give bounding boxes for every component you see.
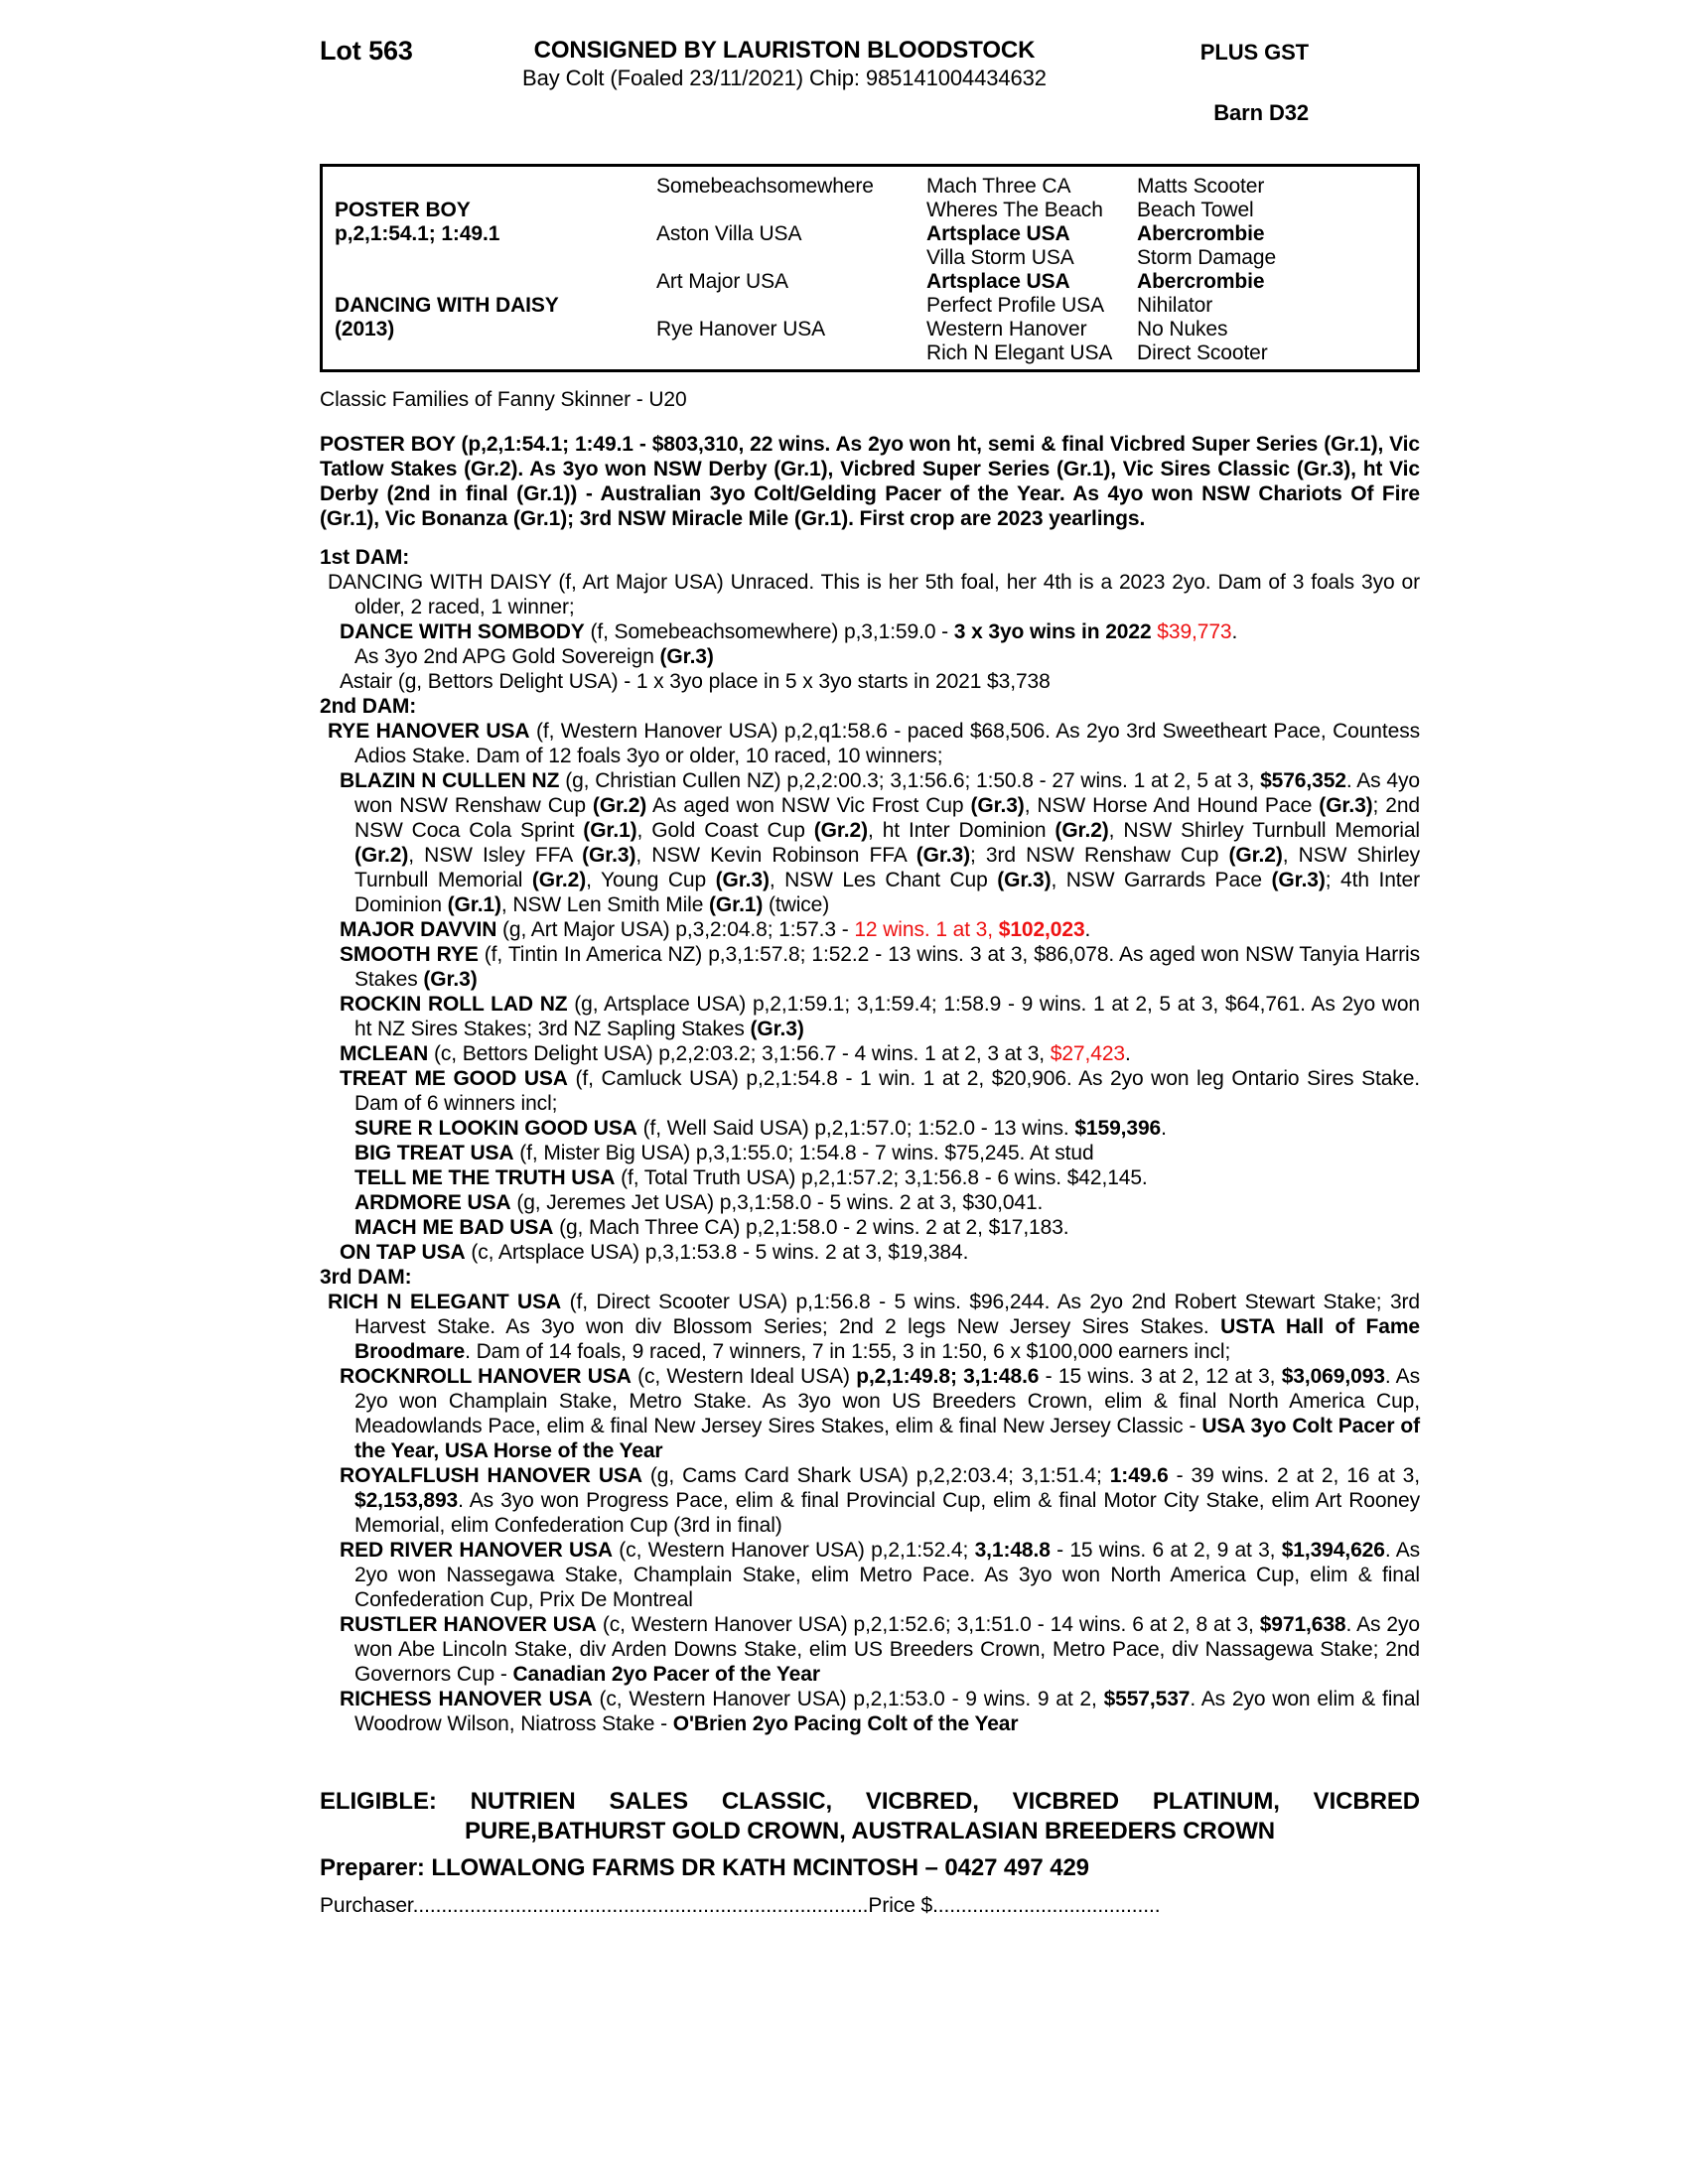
pedigree-cell: No Nukes	[1137, 318, 1228, 341]
pedigree-cell: Beach Towel	[1137, 199, 1254, 221]
heading-3rd-dam: 3rd DAM:	[320, 1266, 412, 1289]
lot-number: Lot 563	[320, 36, 413, 66]
para-blazin-n-cullen: BLAZIN N CULLEN NZ (g, Christian Cullen …	[340, 769, 1421, 916]
pedigree-cell: Wheres The Beach	[926, 199, 1103, 221]
pedigree-cell: Art Major USA	[656, 270, 788, 293]
pedigree-cell: p,2,1:54.1; 1:49.1	[335, 222, 500, 245]
para-major-davvin: MAJOR DAVVIN (g, Art Major USA) p,3,2:04…	[340, 918, 1091, 941]
plus-gst-label: PLUS GST	[1199, 40, 1309, 65]
classic-families-line: Classic Families of Fanny Skinner - U20	[320, 388, 687, 411]
eligible-line-1: ELIGIBLE: NUTRIEN SALES CLASSIC, VICBRED…	[320, 1788, 1420, 1815]
foal-details: Bay Colt (Foaled 23/11/2021) Chip: 98514…	[522, 66, 1047, 90]
para-smooth-rye: SMOOTH RYE (f, Tintin In America NZ) p,3…	[340, 943, 1420, 991]
pedigree-cell: Somebeachsomewhere	[656, 175, 874, 198]
pedigree-cell: (2013)	[335, 318, 395, 341]
header-center: CONSIGNED BY LAURISTON BLOODSTOCK Bay Co…	[417, 37, 1152, 91]
pedigree-cell: Abercrombie	[1137, 222, 1265, 245]
eligible-line-2: PURE,BATHURST GOLD CROWN, AUSTRALASIAN B…	[464, 1818, 1276, 1844]
pedigree-cell: Villa Storm USA	[926, 246, 1074, 269]
pedigree-table: Somebeachsomewhere Mach Three CA Matts Sco…	[320, 164, 1420, 372]
para-rocknroll-hanover: ROCKNROLL HANOVER USA (c, Western Ideal …	[340, 1365, 1420, 1462]
barn-number: Barn D32	[1213, 100, 1309, 125]
para-on-tap: ON TAP USA (c, Artsplace USA) p,3,1:53.8…	[340, 1241, 969, 1264]
para-mclean: MCLEAN (c, Bettors Delight USA) p,2,2:03…	[340, 1042, 1131, 1065]
pedigree-cell: Matts Scooter	[1137, 175, 1265, 198]
para-mach-me-bad: MACH ME BAD USA (g, Mach Three CA) p,2,1…	[354, 1216, 1069, 1239]
pedigree-cell	[656, 294, 926, 318]
pedigree-cell	[335, 341, 656, 365]
purchaser-line: Purchaser...............................…	[320, 1894, 1161, 1917]
pedigree-cell: Artsplace USA	[926, 222, 1070, 245]
pedigree-cell	[335, 270, 656, 294]
para-sure-r-lookin-good: SURE R LOOKIN GOOD USA (f, Well Said USA…	[354, 1117, 1167, 1140]
pedigree-cell: Storm Damage	[1137, 246, 1277, 269]
para-tell-me-the-truth: TELL ME THE TRUTH USA (f, Total Truth US…	[354, 1166, 1148, 1189]
pedigree-cell	[335, 246, 656, 270]
para-ardmore: ARDMORE USA (g, Jeremes Jet USA) p,3,1:5…	[354, 1191, 1044, 1214]
pedigree-cell: Western Hanover	[926, 318, 1087, 341]
pedigree-cell: Rich N Elegant USA	[926, 341, 1113, 364]
pedigree-cell: DANCING WITH DAISY	[335, 294, 559, 317]
para-red-river-hanover: RED RIVER HANOVER USA (c, Western Hanove…	[340, 1539, 1421, 1611]
body-text: Classic Families of Fanny Skinner - U20 P…	[320, 387, 1420, 1736]
pedigree-cell	[656, 199, 926, 222]
preparer-line: Preparer: LLOWALONG FARMS DR KATH MCINTO…	[320, 1854, 1089, 1881]
pedigree-cell	[656, 341, 926, 365]
heading-1st-dam: 1st DAM:	[320, 546, 410, 569]
para-rustler-hanover: RUSTLER HANOVER USA (c, Western Hanover …	[340, 1613, 1420, 1686]
pedigree-cell: Perfect Profile USA	[926, 294, 1104, 317]
pedigree-cell: Nihilator	[1137, 294, 1213, 317]
para-rye-hanover: RYE HANOVER USA (f, Western Hanover USA)…	[328, 720, 1420, 767]
para-rockin-roll-lad: ROCKIN ROLL LAD NZ (g, Artsplace USA) p,…	[340, 993, 1420, 1040]
para-dancing-with-daisy: DANCING WITH DAISY (f, Art Major USA) Un…	[328, 571, 1420, 618]
pedigree-cell	[335, 175, 656, 199]
pedigree-cell: POSTER BOY	[335, 199, 471, 221]
pedigree-cell	[656, 246, 926, 270]
pedigree-cell: Aston Villa USA	[656, 222, 802, 245]
pedigree-cell: Rye Hanover USA	[656, 318, 826, 341]
consigned-title: CONSIGNED BY LAURISTON BLOODSTOCK	[533, 37, 1036, 64]
para-royalflush-hanover: ROYALFLUSH HANOVER USA (g, Cams Card Sha…	[340, 1464, 1420, 1537]
eligible-block: ELIGIBLE: NUTRIEN SALES CLASSIC, VICBRED…	[320, 1787, 1420, 1846]
para-rich-n-elegant: RICH N ELEGANT USA (f, Direct Scooter US…	[328, 1291, 1421, 1363]
pedigree-cell: Mach Three CA	[926, 175, 1071, 198]
pedigree-cell: Artsplace USA	[926, 270, 1070, 293]
para-richess-hanover: RICHESS HANOVER USA (c, Western Hanover …	[340, 1688, 1420, 1735]
para-big-treat: BIG TREAT USA (f, Mister Big USA) p,3,1:…	[354, 1142, 1094, 1164]
heading-2nd-dam: 2nd DAM:	[320, 695, 417, 718]
para-dance-with-sombody: DANCE WITH SOMBODY (f, Somebeachsomewher…	[340, 620, 1238, 668]
para-poster-boy: POSTER BOY (p,2,1:54.1; 1:49.1 - $803,31…	[320, 433, 1420, 530]
para-astair: Astair (g, Bettors Delight USA) - 1 x 3y…	[340, 670, 1051, 693]
pedigree-cell: Abercrombie	[1137, 270, 1265, 293]
para-treat-me-good: TREAT ME GOOD USA (f, Camluck USA) p,2,1…	[340, 1067, 1421, 1115]
pedigree-cell: Direct Scooter	[1137, 341, 1268, 364]
